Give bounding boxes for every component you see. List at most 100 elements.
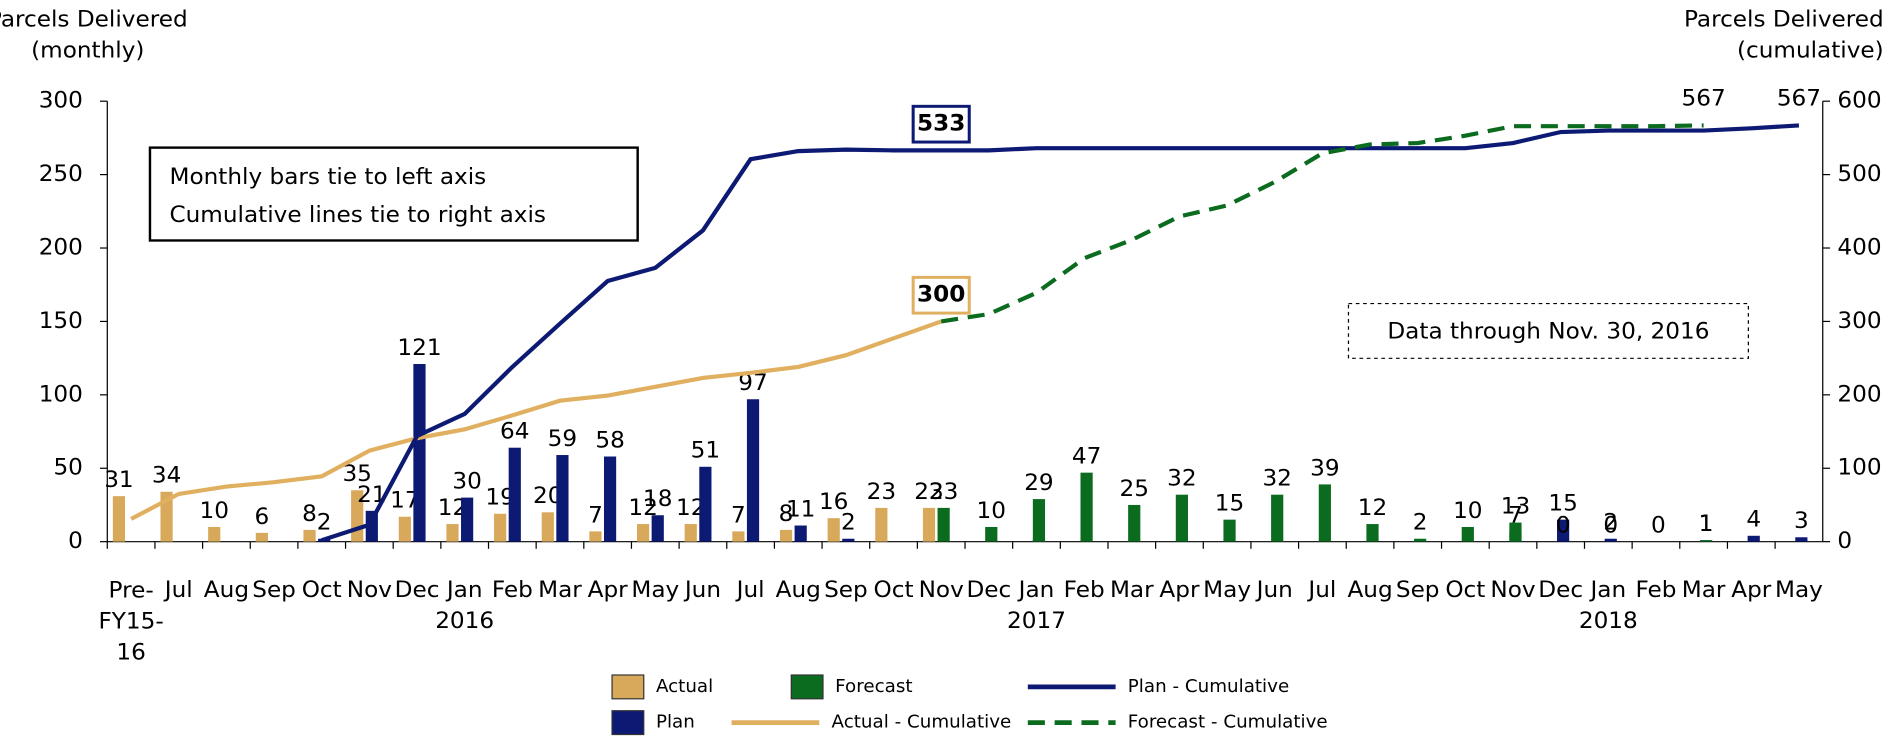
x-tick-label: Feb [1064,577,1105,603]
y2-tick-label: 200 [1837,382,1881,408]
bar-label: 10 [200,498,229,524]
x-tick-label: Oct [874,577,914,603]
bar [1509,522,1522,542]
x-tick-label: Dec [1538,577,1583,603]
bar [827,518,840,542]
y-tick-label: 50 [53,455,82,481]
note: Data through Nov. 30, 2016 [1387,319,1709,345]
x-tick-label: Jul [163,577,193,603]
bar [1080,472,1093,542]
y2-tick-label: 100 [1837,455,1881,481]
x-tick-label: Dec [395,577,440,603]
bar-label: 35 [342,461,371,487]
bar-label: 10 [1453,498,1482,524]
bar-label: 25 [1120,476,1149,502]
x-tick-label: Jun [683,577,721,603]
bar [636,524,650,542]
x-tick-label: Jan [1588,577,1626,603]
bar-label: 2 [1413,510,1428,536]
bar-label: 59 [548,426,577,452]
bar [746,399,760,542]
bar [1414,538,1427,542]
cumulative-line [130,319,942,521]
bar-label: 39 [1310,456,1339,482]
x-tick-label: Jan [445,577,483,603]
x-tick-label: May [1775,577,1823,603]
bar-label: 3 [1794,508,1809,534]
bar [699,466,712,542]
bar [684,524,697,542]
bar [1604,538,1617,542]
bar-label: 23 [867,479,896,505]
y-axis-title: Parcels Delivered [0,7,188,33]
x-tick-label: Nov [1490,577,1535,603]
legend-label: Plan [656,712,695,733]
bar [1699,540,1713,542]
y2-tick-label: 0 [1837,528,1852,554]
y2-tick-label: 300 [1837,308,1881,334]
y-tick-label: 100 [39,382,83,408]
bar-label: 15 [1215,491,1244,517]
bar [985,526,998,542]
x-tick-label: Mar [538,577,582,603]
x-tick-label: May [631,577,679,603]
y-axis-title: (monthly) [31,38,144,64]
legend-swatch [611,710,645,736]
bar [303,529,316,542]
bar-label: 11 [786,497,815,523]
bar-label: 30 [452,469,481,495]
bar [1461,526,1474,542]
bar [1032,499,1046,542]
bar [779,529,793,542]
x-tick-label: Apr [1731,577,1772,603]
bar [508,447,521,542]
bar-label: 4 [1746,507,1761,533]
x-tick-label: Pre-FY15-16 [98,577,163,665]
bar-label: 31 [104,467,133,493]
bar [255,532,268,542]
line-label: 300 [917,282,965,308]
bar [112,496,126,542]
label-box [911,104,971,144]
x-tick-label: Mar [1682,577,1726,603]
bar [413,364,426,542]
bar [875,507,888,542]
x-tick-label: Sep [252,577,296,603]
x-tick-label: Aug [776,577,821,603]
x-tick-label: Nov [919,577,964,603]
bar-label: 6 [255,504,270,530]
bar-label: 18 [643,486,672,512]
bar [589,531,602,542]
x-tick-label: Apr [588,577,629,603]
bar-label: 7 [1508,503,1523,529]
bar [794,525,807,542]
bar [446,524,459,542]
bar-label: 8 [302,501,317,527]
y2-axis-title: Parcels Delivered [1684,7,1884,33]
x-tick-label: May [1203,577,1251,603]
x-tick-label: Apr [1159,577,1200,603]
legend-label: Actual [656,676,713,697]
legend-swatch [611,674,645,700]
cumulative-line [940,123,1704,324]
legend-swatch [790,674,824,700]
y-tick-label: 250 [39,161,83,187]
bar-label: 16 [819,489,848,515]
bar [1175,494,1188,542]
bar [556,455,569,542]
bar-label: 23 [929,479,958,505]
label-box [911,275,971,315]
legend-label: Forecast - Cumulative [1128,712,1328,733]
annotation-box [148,146,639,242]
bar [937,507,950,542]
x-tick-label: Jul [735,577,765,603]
bar-label: 15 [1548,491,1577,517]
x-tick-label: Nov [347,577,392,603]
bar [398,516,411,542]
legend-label: Plan - Cumulative [1128,676,1289,697]
x-tick-label: Sep [1396,577,1440,603]
x-tick-label: Jul [1306,577,1336,603]
x-tick-label: Oct [1445,577,1485,603]
annotation-line: Monthly bars tie to left axis [169,164,486,190]
